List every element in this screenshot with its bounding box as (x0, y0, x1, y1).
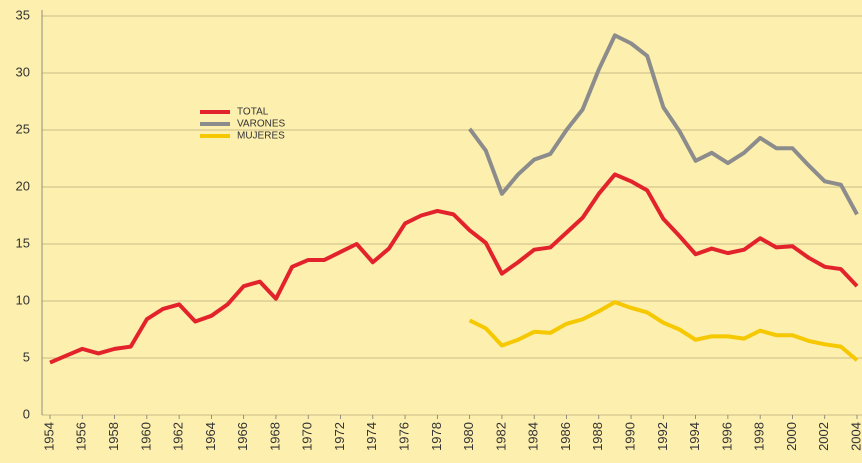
line-series (468, 300, 859, 362)
legend-label: TOTAL (237, 107, 269, 118)
x-tick-label: 1974 (364, 422, 379, 451)
legend-label: VARONES (237, 119, 285, 130)
y-tick-label: 30 (16, 64, 30, 79)
x-tick-label: 2004 (848, 422, 862, 451)
x-tick-label: 1954 (41, 422, 56, 451)
x-tick-label: 1970 (300, 422, 315, 451)
y-tick-label: 35 (16, 7, 30, 22)
line-series (49, 172, 859, 365)
y-tick-label: 0 (23, 406, 30, 421)
x-tick-label: 1992 (655, 422, 670, 451)
x-tick-label: 1960 (138, 422, 153, 451)
x-tick-label: 1972 (332, 422, 347, 451)
x-tick-label: 1958 (106, 422, 121, 451)
y-tick-label: 5 (23, 349, 30, 364)
y-tick-label: 25 (16, 121, 30, 136)
line-series (468, 33, 859, 216)
x-tick-label: 1978 (429, 422, 444, 451)
y-tick-label: 10 (16, 292, 30, 307)
x-tick-label: 1996 (719, 422, 734, 451)
legend-label: MUJERES (237, 131, 285, 142)
x-tick-label: 1994 (687, 422, 702, 451)
x-tick-label: 1956 (74, 422, 89, 451)
x-tick-label: 1986 (558, 422, 573, 451)
x-tick-label: 1982 (493, 422, 508, 451)
x-tick-label: 1962 (171, 422, 186, 451)
y-tick-label: 20 (16, 178, 30, 193)
x-tick-label: 1998 (752, 422, 767, 451)
x-tick-label: 1990 (622, 422, 637, 451)
y-tick-label: 15 (16, 235, 30, 250)
x-tick-label: 1984 (526, 422, 541, 451)
x-tick-label: 2002 (816, 422, 831, 451)
x-tick-label: 2000 (784, 422, 799, 451)
x-tick-label: 1964 (203, 422, 218, 451)
x-tick-label: 1976 (397, 422, 412, 451)
x-tick-label: 1966 (235, 422, 250, 451)
x-tick-label: 1968 (267, 422, 282, 451)
x-tick-label: 1980 (461, 422, 476, 451)
x-tick-label: 1988 (590, 422, 605, 451)
